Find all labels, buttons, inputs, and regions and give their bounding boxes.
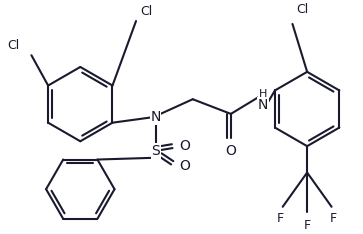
Text: Cl: Cl	[7, 39, 20, 52]
Text: O: O	[179, 139, 190, 153]
Text: Cl: Cl	[296, 3, 309, 16]
Text: S: S	[151, 144, 160, 158]
Text: F: F	[303, 219, 311, 231]
Text: N: N	[150, 110, 161, 124]
Text: F: F	[330, 212, 337, 225]
Text: F: F	[277, 212, 284, 225]
Text: Cl: Cl	[140, 5, 152, 18]
Text: N: N	[258, 98, 268, 112]
Text: O: O	[225, 144, 236, 158]
Text: O: O	[179, 159, 190, 173]
Text: H: H	[259, 89, 267, 99]
